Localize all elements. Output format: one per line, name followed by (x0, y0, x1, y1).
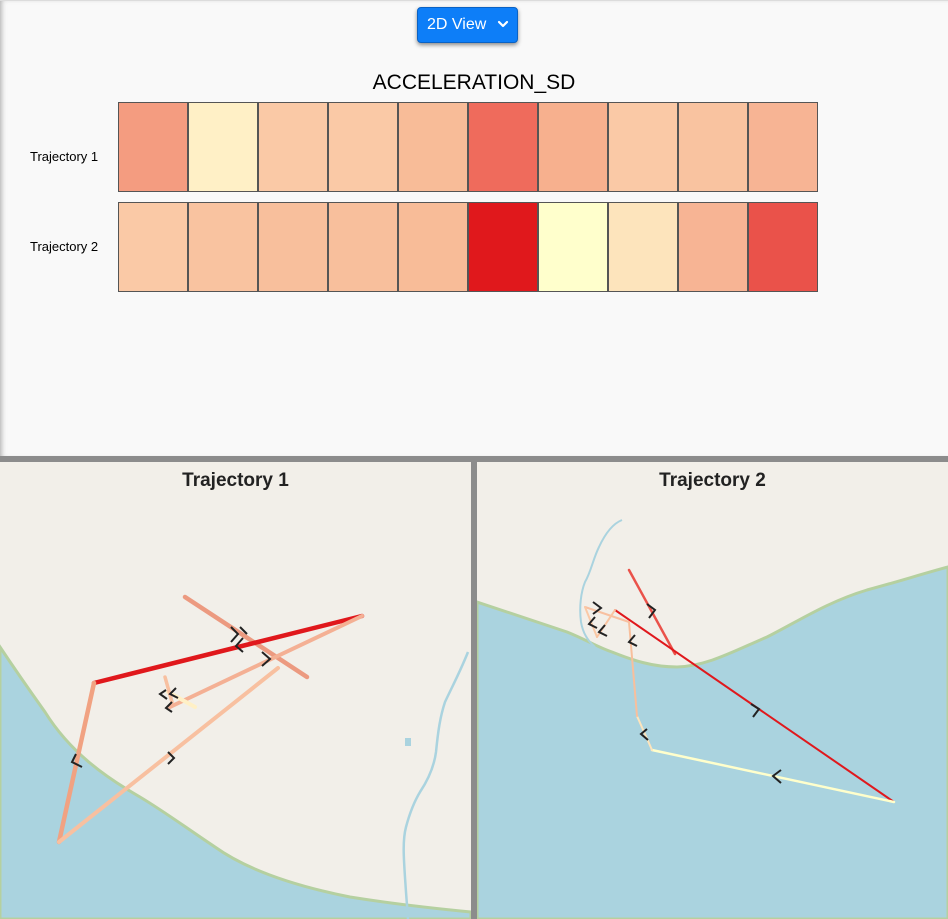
map-1-title: Trajectory 1 (182, 470, 289, 491)
map-2-river (579, 519, 623, 648)
map-trajectory-1[interactable] (0, 462, 471, 919)
heatmap-cell[interactable] (468, 202, 538, 292)
heatmap-cell[interactable] (258, 102, 328, 192)
map-2-water (477, 565, 948, 919)
heatmap-cell[interactable] (748, 102, 818, 192)
heatmap-cell[interactable] (118, 102, 188, 192)
map-2-title: Trajectory 2 (659, 470, 766, 491)
heatmap-cell[interactable] (118, 202, 188, 292)
map-1-pond (405, 738, 411, 746)
heatmap-cell[interactable] (678, 102, 748, 192)
heatmap-cell[interactable] (398, 102, 468, 192)
panel-divider (0, 456, 948, 462)
view-mode-select[interactable]: 2D View (417, 7, 518, 43)
trajectory-1-path (56, 594, 365, 845)
map-2-canvas (477, 519, 948, 919)
heatmap-cell[interactable] (748, 202, 818, 292)
heatmap-cell[interactable] (398, 202, 468, 292)
heatmap-cell[interactable] (328, 202, 398, 292)
heatmap-cell[interactable] (258, 202, 328, 292)
heatmap-cell[interactable] (188, 202, 258, 292)
row-label-trajectory-2: Trajectory 2 (30, 239, 99, 254)
chart-title: ACCELERATION_SD (372, 71, 576, 94)
heatmap-cell[interactable] (538, 202, 608, 292)
heatmap-cell[interactable] (678, 202, 748, 292)
map-trajectory-2[interactable] (477, 462, 948, 919)
heatmap-cell[interactable] (608, 202, 678, 292)
heatmap-cell[interactable] (328, 102, 398, 192)
row-label-trajectory-1: Trajectory 1 (30, 149, 99, 164)
map-divider (471, 462, 477, 919)
chevron-down-icon (497, 20, 509, 28)
map-1-river (402, 651, 470, 919)
trajectory-1-arrows (70, 626, 272, 768)
chart-panel: 2D View ACCELERATION_SD Trajectory 1 Tra… (0, 0, 948, 457)
view-mode-select-value: 2D View (427, 16, 487, 33)
trajectory-2-arrows (587, 601, 782, 784)
map-1-canvas (0, 594, 471, 919)
heatmap-cell[interactable] (188, 102, 258, 192)
heatmap-cell[interactable] (468, 102, 538, 192)
map-1-water (0, 644, 471, 919)
heatmap-cell[interactable] (538, 102, 608, 192)
heatmap-cell[interactable] (608, 102, 678, 192)
